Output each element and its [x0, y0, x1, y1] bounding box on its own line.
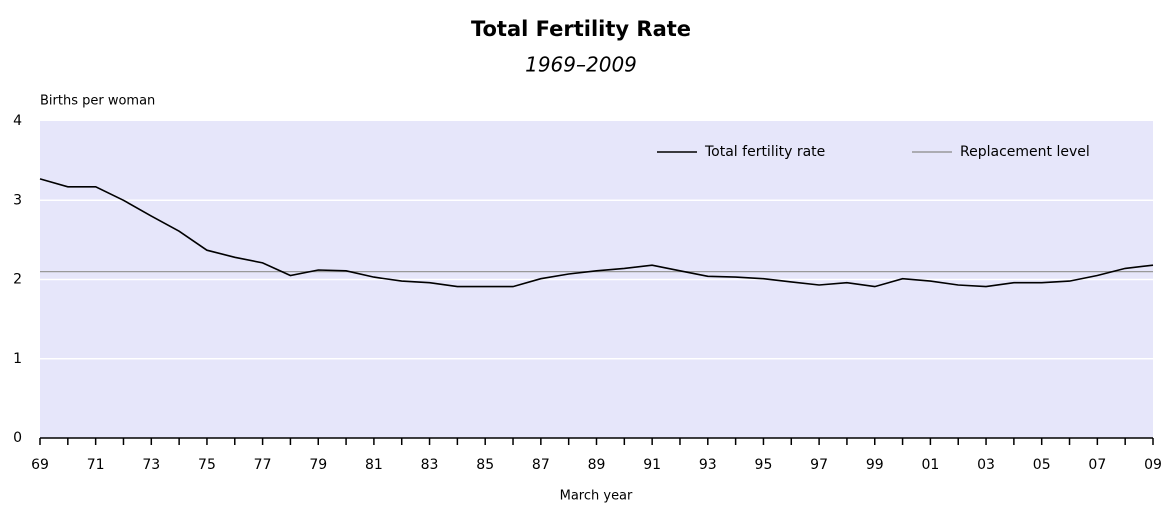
x-tick-label: 93 — [699, 457, 717, 473]
x-tick-label: 85 — [476, 457, 494, 473]
legend-label: Total fertility rate — [704, 144, 825, 160]
x-tick-label: 95 — [755, 457, 773, 473]
x-tick-label: 83 — [421, 457, 439, 473]
series-line — [39, 178, 1154, 288]
chart-title: Total Fertility Rate — [471, 17, 691, 41]
x-tick-label: 97 — [810, 457, 828, 473]
y-tick-label: 2 — [13, 272, 22, 288]
x-tick-label: 07 — [1088, 457, 1106, 473]
y-tick-label: 0 — [13, 430, 22, 446]
x-tick-label: 77 — [254, 457, 272, 473]
x-tick-label: 01 — [921, 457, 939, 473]
y-axis-label: Births per woman — [40, 94, 155, 109]
x-tick-label: 79 — [309, 457, 327, 473]
y-tick-label: 3 — [13, 192, 22, 208]
x-tick-label: 71 — [87, 457, 105, 473]
x-tick-label: 75 — [198, 457, 216, 473]
x-tick-label: 05 — [1033, 457, 1051, 473]
y-tick-label: 1 — [13, 351, 22, 367]
x-tick-label: 73 — [142, 457, 160, 473]
chart-subtitle: 1969–2009 — [525, 53, 637, 77]
x-tick-label: 89 — [588, 457, 606, 473]
x-tick-label: 99 — [866, 457, 884, 473]
x-tick-label: 69 — [31, 457, 49, 473]
x-tick-label: 03 — [977, 457, 995, 473]
x-axis-label: March year — [560, 489, 633, 504]
legend-label: Replacement level — [960, 144, 1090, 160]
x-tick-label: 81 — [365, 457, 383, 473]
y-tick-label: 4 — [13, 113, 22, 129]
x-tick-label: 87 — [532, 457, 550, 473]
x-tick-label: 91 — [643, 457, 661, 473]
x-tick-label: 09 — [1144, 457, 1162, 473]
